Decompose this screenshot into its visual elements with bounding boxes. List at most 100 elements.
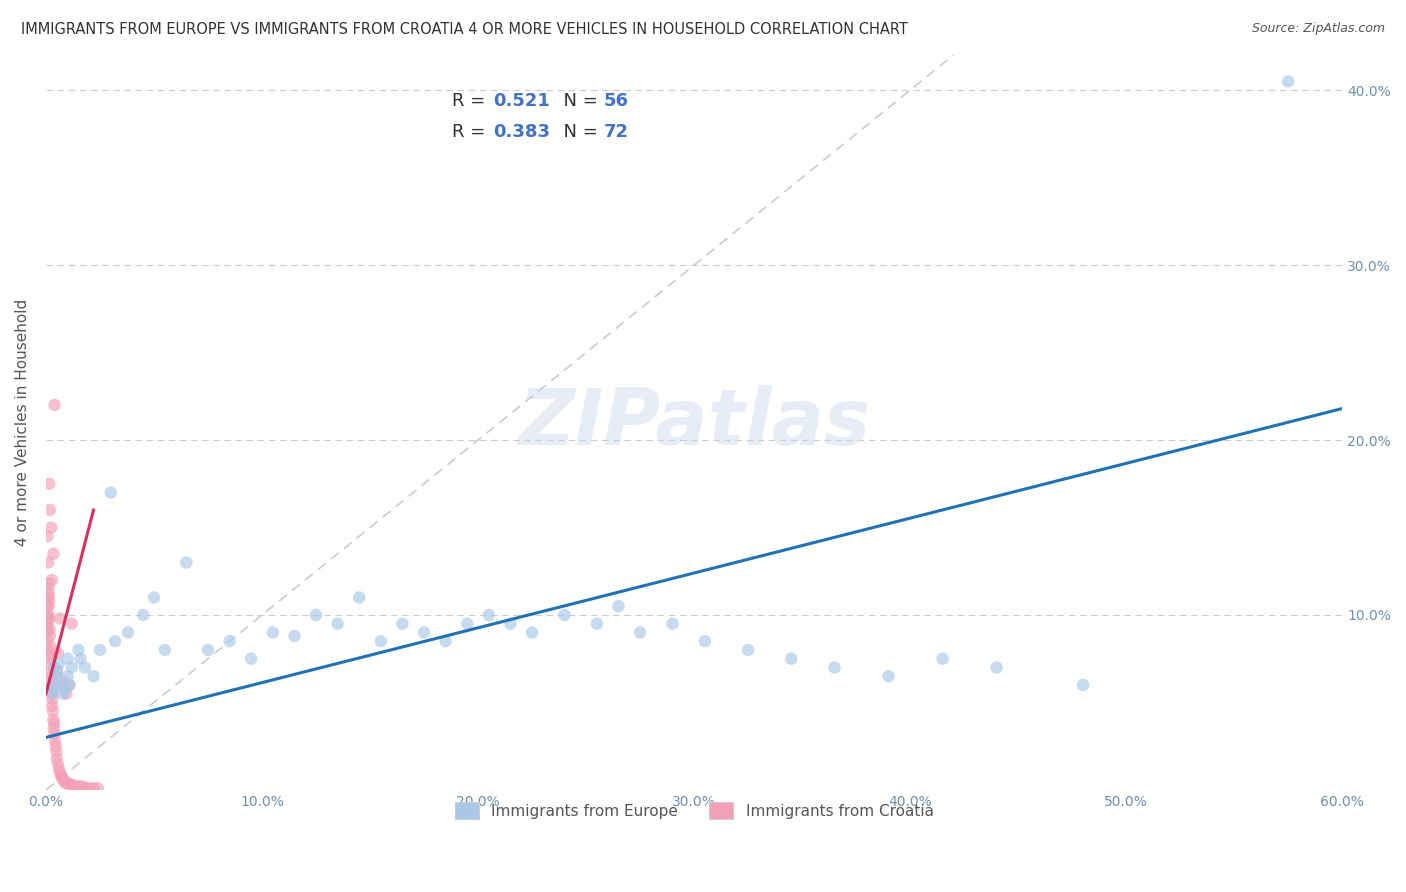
Point [240, 651, 263, 665]
Point [37, 607, 59, 622]
Point [104, 634, 127, 648]
Point [37, 591, 59, 605]
Point [478, 607, 501, 622]
Point [39, 640, 62, 654]
Point [45, 751, 67, 765]
Point [41, 520, 63, 534]
Point [37, 622, 59, 636]
Point [153, 643, 176, 657]
Point [42, 547, 65, 561]
Point [197, 643, 219, 657]
Point [52, 687, 75, 701]
Point [48, 762, 70, 776]
Point [60, 660, 83, 674]
Point [55, 681, 77, 696]
Point [132, 607, 155, 622]
Point [55, 687, 77, 701]
Point [305, 607, 328, 622]
Point [69, 651, 91, 665]
Point [48, 657, 70, 671]
Point [38, 587, 60, 601]
Point [45, 739, 67, 754]
Point [77, 781, 100, 796]
Point [143, 591, 166, 605]
Point [39, 647, 62, 661]
Point [607, 599, 630, 614]
Point [39, 678, 62, 692]
Text: N =: N = [551, 123, 603, 141]
Point [39, 664, 62, 678]
Point [39, 651, 62, 665]
Point [35, 625, 58, 640]
Point [52, 674, 75, 689]
Point [661, 616, 683, 631]
Point [38, 503, 60, 517]
Point [49, 769, 72, 783]
Point [37, 599, 59, 614]
Text: IMMIGRANTS FROM EUROPE VS IMMIGRANTS FROM CROATIA 4 OR MORE VEHICLES IN HOUSEHOL: IMMIGRANTS FROM EUROPE VS IMMIGRANTS FRO… [21, 22, 908, 37]
Point [38, 629, 60, 643]
Point [37, 616, 59, 631]
Point [38, 594, 60, 608]
Point [586, 616, 609, 631]
Point [60, 778, 83, 792]
Point [1277, 74, 1299, 88]
Point [117, 625, 139, 640]
Point [73, 660, 96, 674]
Text: R =: R = [451, 123, 491, 141]
Point [824, 660, 846, 674]
Point [45, 744, 67, 758]
Text: 0.383: 0.383 [494, 123, 550, 141]
Point [39, 657, 62, 671]
Point [42, 713, 65, 727]
Text: Source: ZipAtlas.com: Source: ZipAtlas.com [1251, 22, 1385, 36]
Point [65, 780, 87, 794]
Point [44, 716, 66, 731]
Point [44, 734, 66, 748]
Point [49, 611, 72, 625]
Point [75, 781, 97, 796]
Point [456, 616, 478, 631]
Point [100, 485, 122, 500]
Point [877, 669, 900, 683]
Point [45, 669, 67, 683]
Point [37, 582, 59, 596]
Point [59, 778, 82, 792]
Point [37, 634, 59, 648]
Point [520, 625, 543, 640]
Point [37, 607, 59, 622]
Point [931, 651, 953, 665]
Point [49, 678, 72, 692]
Point [44, 660, 66, 674]
Point [693, 634, 716, 648]
Point [59, 678, 82, 692]
Point [89, 643, 111, 657]
Point [1071, 678, 1094, 692]
Point [53, 774, 76, 789]
Point [38, 622, 60, 636]
Point [69, 780, 91, 794]
Text: 0.521: 0.521 [494, 92, 550, 110]
Point [41, 692, 63, 706]
Point [39, 669, 62, 683]
Point [72, 780, 94, 794]
Point [56, 776, 79, 790]
Point [283, 629, 305, 643]
Point [780, 651, 803, 665]
Point [349, 591, 371, 605]
Point [42, 704, 65, 718]
Point [51, 771, 73, 785]
Point [737, 643, 759, 657]
Point [56, 651, 79, 665]
Point [42, 722, 65, 736]
Point [46, 756, 69, 771]
Point [38, 611, 60, 625]
Point [628, 625, 651, 640]
Point [60, 616, 83, 631]
Point [262, 625, 284, 640]
Point [370, 634, 392, 648]
Text: ZIPatlas: ZIPatlas [517, 384, 870, 460]
Point [83, 669, 105, 683]
Point [326, 616, 349, 631]
Point [413, 625, 436, 640]
